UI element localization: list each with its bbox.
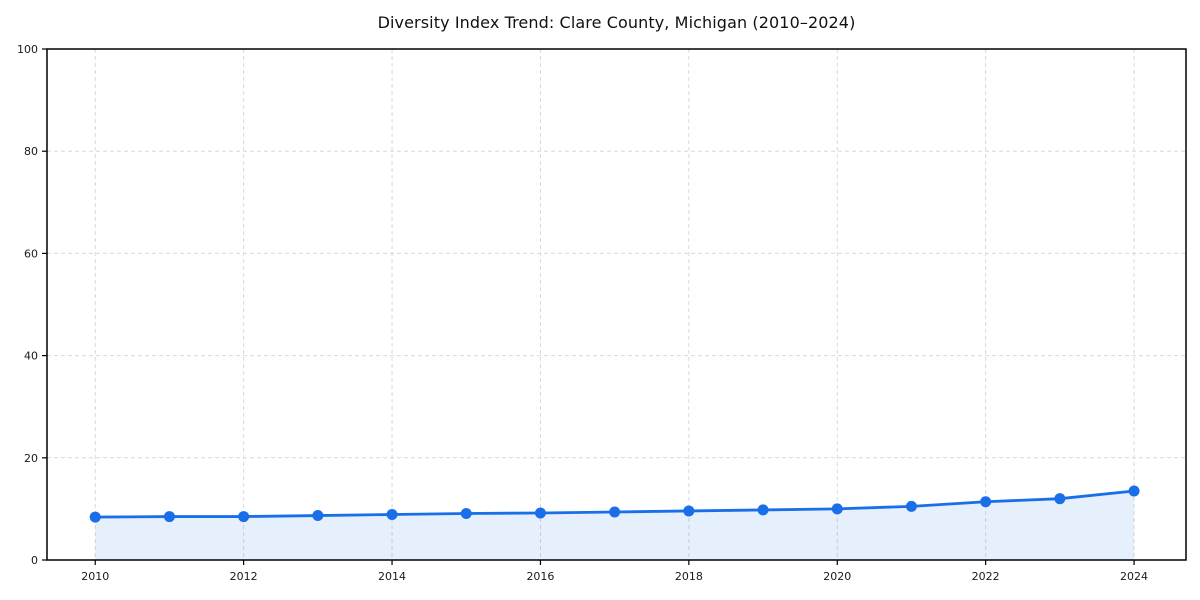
data-point-2011 <box>163 511 175 523</box>
plot-border <box>46 48 1187 561</box>
x-tick-label-2024: 2024 <box>1120 570 1148 583</box>
y-tick-label-100: 100 <box>17 43 38 56</box>
x-tick-label-2022: 2022 <box>972 570 1000 583</box>
x-tick-label-2016: 2016 <box>526 570 554 583</box>
y-tick-label-60: 60 <box>24 247 38 260</box>
data-point-2023 <box>1054 493 1066 505</box>
data-point-2012 <box>238 511 250 523</box>
x-tick-label-2010: 2010 <box>81 570 109 583</box>
data-point-2015 <box>460 507 472 519</box>
y-tick-label-20: 20 <box>24 452 38 465</box>
data-point-2024 <box>1128 485 1140 497</box>
data-point-2013 <box>312 510 324 522</box>
data-point-2016 <box>534 507 546 519</box>
x-tick-label-2018: 2018 <box>675 570 703 583</box>
y-tick-label-40: 40 <box>24 350 38 363</box>
x-tick-label-2014: 2014 <box>378 570 406 583</box>
data-point-2014 <box>386 509 398 521</box>
data-point-2017 <box>609 506 621 518</box>
data-point-2020 <box>831 503 843 515</box>
x-tick-label-2020: 2020 <box>823 570 851 583</box>
chart-title: Diversity Index Trend: Clare County, Mic… <box>377 13 856 32</box>
y-tick-label-0: 0 <box>31 554 38 567</box>
data-point-2018 <box>683 505 695 517</box>
data-point-2021 <box>905 500 917 512</box>
data-point-2022 <box>980 496 992 508</box>
data-point-2019 <box>757 504 769 516</box>
data-point-2010 <box>89 511 101 523</box>
x-tick-label-2012: 2012 <box>230 570 258 583</box>
y-tick-label-80: 80 <box>24 145 38 158</box>
